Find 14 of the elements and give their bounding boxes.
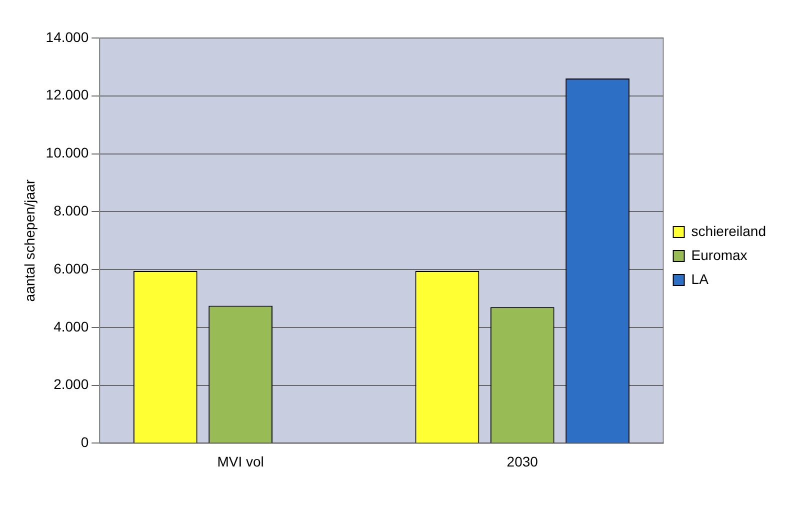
y-tick-label: 12.000 xyxy=(46,86,89,103)
y-tick-label: 2.000 xyxy=(54,376,89,392)
y-tick-label: 0 xyxy=(80,434,89,450)
y-axis-title: aantal schepen/jaar xyxy=(21,179,38,302)
legend-label: LA xyxy=(691,270,710,287)
y-tick-label: 14.000 xyxy=(46,28,89,45)
y-tick-label: 6.000 xyxy=(54,260,89,276)
y-tick-label: 10.000 xyxy=(46,144,89,161)
x-tick-label: MVI vol xyxy=(217,453,264,470)
y-tick-label: 4.000 xyxy=(54,318,89,334)
y-tick-label: 8.000 xyxy=(54,202,89,219)
legend-label: Euromax xyxy=(691,246,748,263)
x-tick-label: 2030 xyxy=(506,453,538,470)
legend-label: schiereiland xyxy=(691,222,766,239)
